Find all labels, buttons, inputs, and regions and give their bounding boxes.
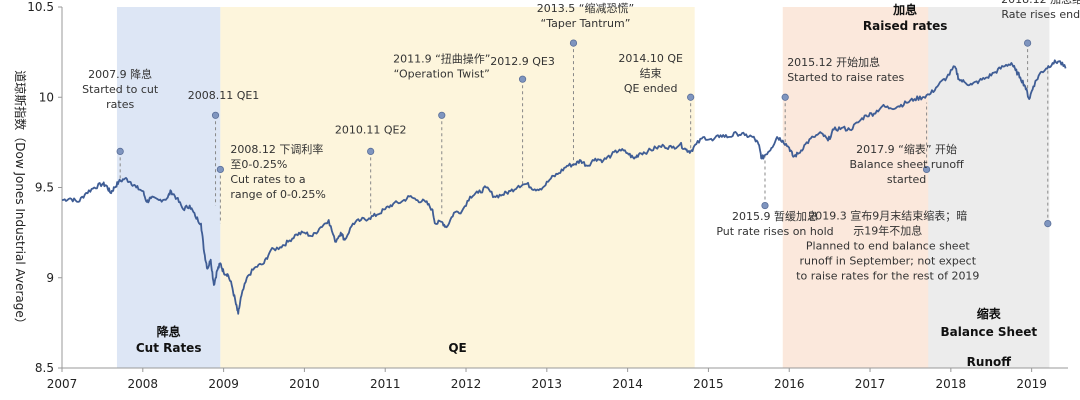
annotation-10-line-1: Balance sheet runoff	[849, 158, 964, 171]
band-label2-3: Balance Sheet	[940, 325, 1037, 339]
annotation-5-line-0: 2012.9 QE3	[490, 55, 555, 68]
annotation-12-line-2: Planned to end balance sheet	[806, 240, 970, 253]
annotation-6-line-1: “Taper Tantrum”	[541, 17, 631, 30]
annotation-6-line-0: 2013.5 “缩减恐慌”	[537, 2, 634, 15]
annotation-8-line-0: 2015.9 暂缓加息	[732, 209, 818, 223]
x-tick-label: 2017	[855, 377, 886, 391]
marker-11	[1023, 39, 1032, 47]
annotation-0-line-0: 2007.9 降息	[88, 67, 152, 81]
annotation-11-line-1: Rate rises ended	[1001, 8, 1080, 21]
annotation-12-line-1: 示19年不加息	[853, 224, 922, 238]
annotation-8-line-1: Put rate rises on hold	[716, 225, 833, 238]
band-label2-2: Raised rates	[863, 19, 948, 33]
annotation-10-line-0: 2017.9 “缩表” 开始	[856, 142, 957, 156]
band-label3-3: Runoff	[967, 355, 1012, 369]
band-0	[116, 7, 221, 368]
marker-12	[1044, 220, 1052, 228]
marker-3	[367, 147, 375, 155]
band-labels: 降息 Cut Rates QE 加息 Raised rates 缩表 Balance She…	[136, 2, 1038, 369]
policy-bands	[116, 7, 1050, 368]
annotations: 2007.9 降息 Started to cut rates 2008.11 QE1 2…	[82, 0, 1080, 283]
marker-6	[569, 39, 578, 47]
axes: 8.5 9 9.5 10 10.5 2007 2008 2009 2010 2011 2012 201…	[27, 0, 1068, 391]
x-tick-label: 2011	[370, 377, 401, 391]
y-tick-label: 9	[46, 271, 54, 285]
annotation-2-line-1: 至0-0.25%	[230, 158, 287, 171]
x-tick-label: 2016	[774, 377, 805, 391]
band-label2-1: QE	[448, 341, 466, 355]
annotation-3-line-0: 2010.11 QE2	[335, 123, 407, 136]
annotation-2-line-3: range of 0-0.25%	[230, 188, 326, 201]
y-tick-label: 10.5	[27, 0, 54, 14]
marker-0	[116, 147, 124, 155]
x-tick-label: 2009	[208, 377, 239, 391]
annotation-4-line-1: “Operation Twist”	[394, 67, 490, 80]
dow-jones-line	[61, 59, 1067, 315]
band-label2-0: Cut Rates	[136, 341, 202, 355]
annotation-0-line-2: rates	[106, 98, 134, 111]
marker-5	[518, 75, 527, 83]
marker-2	[216, 165, 224, 174]
x-tick-label: 2012	[451, 377, 482, 391]
annotation-2-line-0: 2008.12 下调利率	[230, 142, 323, 156]
x-tick-label: 2015	[693, 377, 724, 391]
y-tick-label: 10	[39, 90, 54, 104]
x-tick-label: 2019	[1016, 377, 1047, 391]
x-tick-label: 2014	[612, 377, 643, 391]
marker-8	[761, 201, 769, 210]
annotation-7-line-0: 2014.10 QE	[618, 52, 683, 65]
x-tick-label: 2010	[289, 377, 320, 391]
band-label-3: 缩表	[977, 306, 1002, 321]
x-tick-label: 2013	[532, 377, 563, 391]
annotation-12-line-0: 2019.3 宣布9月末结束缩表；暗	[808, 209, 967, 223]
annotation-0-line-1: Started to cut	[82, 83, 159, 96]
band-label-0: 降息	[157, 324, 181, 339]
band-label-2: 加息	[892, 2, 917, 17]
marker-1	[211, 111, 220, 119]
x-tick-label: 2018	[936, 377, 967, 391]
annotation-7-line-2: QE ended	[624, 82, 678, 95]
y-tick-label: 8.5	[35, 361, 54, 375]
annotation-2-line-2: Cut rates to a	[230, 173, 305, 186]
annotation-9-line-1: Started to raise rates	[787, 71, 904, 84]
annotation-12-line-3: runoff in September; not expect	[800, 255, 977, 268]
annotation-markers	[116, 39, 1052, 228]
annotation-10-line-2: started	[887, 173, 926, 186]
x-tick-label: 2007	[47, 377, 78, 391]
marker-10	[922, 165, 931, 174]
band-1	[220, 7, 695, 368]
marker-4	[438, 111, 446, 119]
marker-7	[687, 93, 695, 101]
annotation-leaders	[119, 43, 1049, 224]
annotation-11-line-0: 2018.12 加息结束	[1001, 0, 1080, 6]
y-axis-label: 道琼斯指数（Dow Jones Industrial Average）	[13, 70, 28, 330]
x-tick-label: 2008	[128, 377, 159, 391]
annotation-7-line-1: 结束	[640, 67, 662, 80]
annotation-12-line-4: to raise rates for the rest of 2019	[796, 270, 979, 283]
band-3	[928, 7, 1050, 368]
y-tick-label: 9.5	[35, 181, 54, 195]
annotation-9-line-0: 2015.12 开始加息	[787, 55, 880, 69]
annotation-4-line-0: 2011.9 “扭曲操作”	[393, 51, 490, 65]
marker-9	[781, 93, 789, 101]
annotation-1-line-0: 2008.11 QE1	[188, 89, 260, 102]
